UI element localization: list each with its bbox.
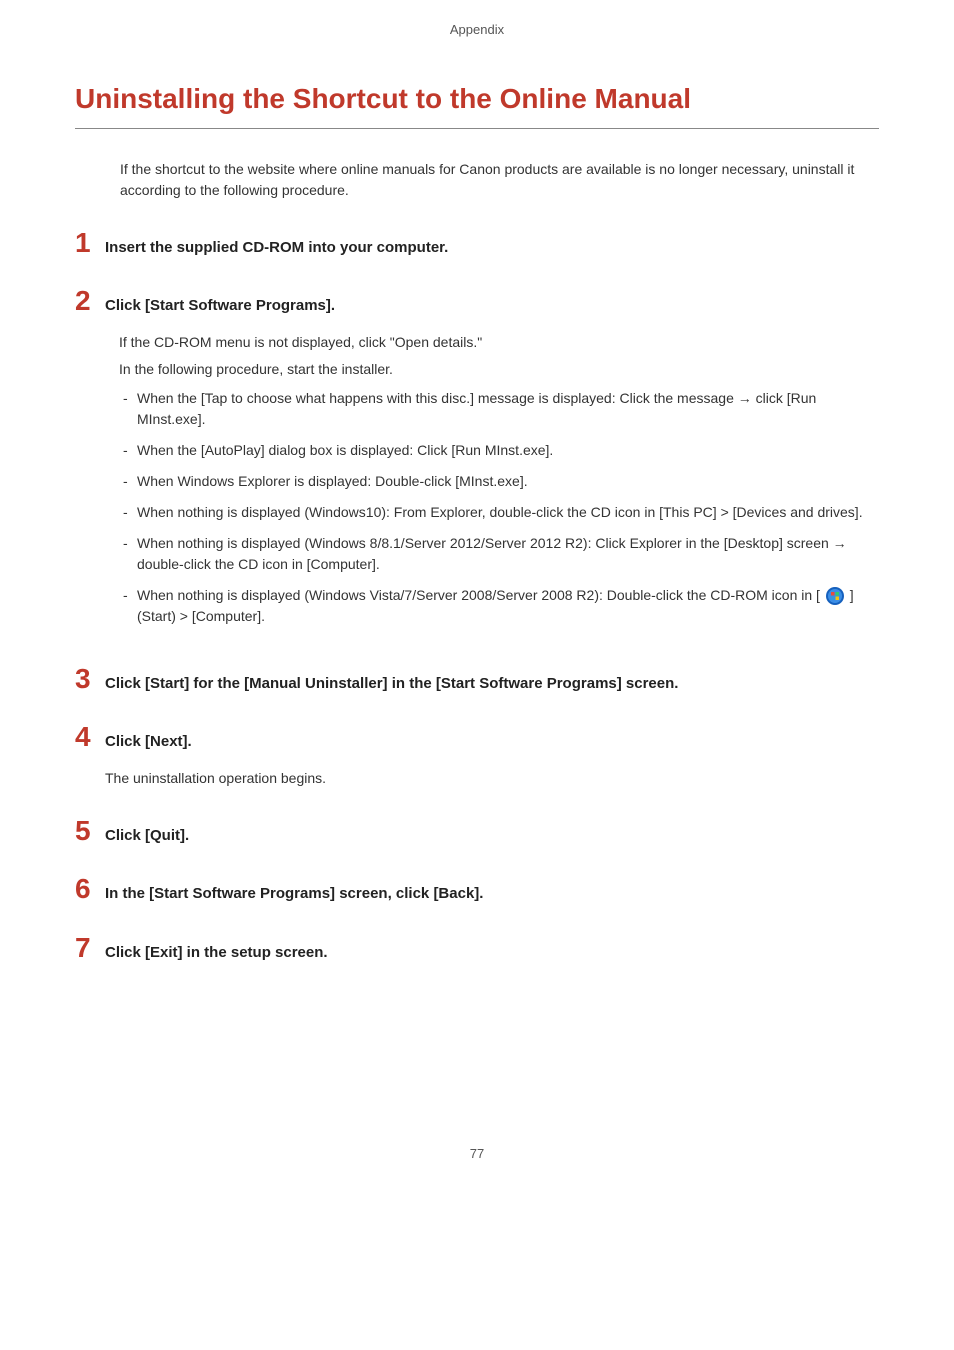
step-title: Insert the supplied CD-ROM into your com… xyxy=(105,237,879,260)
step-number: 3 xyxy=(75,665,105,693)
step-title: Click [Next]. xyxy=(105,731,879,754)
step-5: 5 Click [Quit]. xyxy=(75,817,879,848)
bullet-list: When the [Tap to choose what happens wit… xyxy=(123,388,879,627)
step-number: 4 xyxy=(75,723,105,751)
step-subtext: In the following procedure, start the in… xyxy=(119,359,879,380)
list-item: When the [Tap to choose what happens wit… xyxy=(123,388,879,430)
list-item-text: When nothing is displayed (Windows Vista… xyxy=(137,587,820,603)
list-item: When the [AutoPlay] dialog box is displa… xyxy=(123,440,879,461)
page-title: Uninstalling the Shortcut to the Online … xyxy=(75,78,879,129)
step-7: 7 Click [Exit] in the setup screen. xyxy=(75,934,879,965)
list-item: When Windows Explorer is displayed: Doub… xyxy=(123,471,879,492)
step-title: In the [Start Software Programs] screen,… xyxy=(105,883,879,906)
intro-paragraph: If the shortcut to the website where onl… xyxy=(120,159,879,201)
step-title: Click [Start] for the [Manual Uninstalle… xyxy=(105,673,879,696)
list-item: When nothing is displayed (Windows Vista… xyxy=(123,585,879,627)
step-number: 2 xyxy=(75,287,105,315)
windows-start-icon xyxy=(826,587,844,605)
list-item: When nothing is displayed (Windows10): F… xyxy=(123,502,879,523)
step-number: 5 xyxy=(75,817,105,845)
step-1: 1 Insert the supplied CD-ROM into your c… xyxy=(75,229,879,260)
page-number: 77 xyxy=(75,1144,879,1164)
step-number: 7 xyxy=(75,934,105,962)
step-number: 6 xyxy=(75,875,105,903)
header-label: Appendix xyxy=(75,20,879,40)
step-title: Click [Quit]. xyxy=(105,825,879,848)
step-6: 6 In the [Start Software Programs] scree… xyxy=(75,875,879,906)
step-2: 2 Click [Start Software Programs]. If th… xyxy=(75,287,879,637)
step-title: Click [Start Software Programs]. xyxy=(105,295,879,318)
step-4: 4 Click [Next]. xyxy=(75,723,879,754)
list-item: When nothing is displayed (Windows 8/8.1… xyxy=(123,533,879,575)
step-aftertext: The uninstallation operation begins. xyxy=(105,768,879,789)
step-title: Click [Exit] in the setup screen. xyxy=(105,942,879,965)
step-number: 1 xyxy=(75,229,105,257)
step-subtext: If the CD-ROM menu is not displayed, cli… xyxy=(119,332,879,353)
step-3: 3 Click [Start] for the [Manual Uninstal… xyxy=(75,665,879,696)
